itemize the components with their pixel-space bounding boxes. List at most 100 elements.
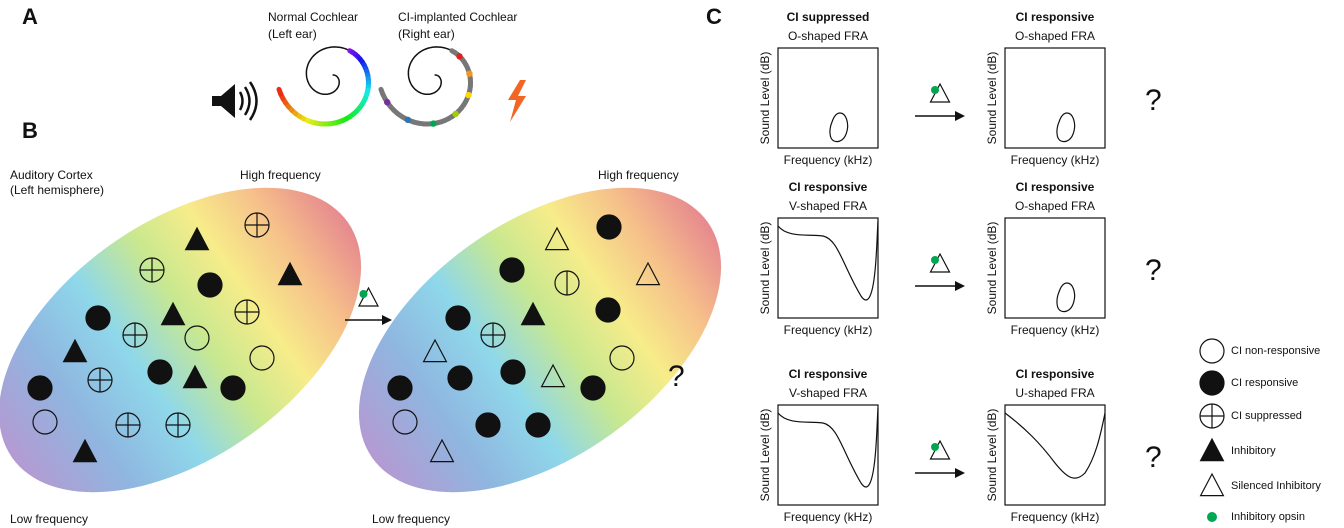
opsin-dot [360, 290, 368, 298]
panel-label: B [22, 118, 38, 143]
neuron-body [86, 306, 110, 330]
x-axis-label: Frequency (kHz) [784, 510, 873, 524]
neuron [221, 376, 245, 400]
legend-label: Inhibitory [1231, 445, 1276, 457]
opsin-dot [931, 443, 939, 451]
arrow-head [955, 281, 965, 291]
fra-curve [1057, 283, 1075, 312]
axis-label: High frequency [240, 168, 321, 182]
plot-frame [778, 218, 878, 318]
neuron [88, 368, 112, 392]
cortex-map [304, 126, 775, 528]
plot-title: CI responsive [1016, 10, 1095, 24]
region-title: Auditory Cortex [10, 168, 93, 182]
neuron-body [388, 376, 412, 400]
neuron-body [500, 258, 524, 282]
neuron [116, 413, 140, 437]
plot-subtitle: O-shaped FRA [1015, 29, 1095, 43]
figure: A B C Normal Cochlear (Left ear) CI-impl… [0, 0, 1344, 528]
plot-subtitle: O-shaped FRA [788, 29, 868, 43]
question-mark: ? [668, 360, 685, 393]
neuron-body [596, 298, 620, 322]
neuron [123, 323, 147, 347]
neuron [198, 273, 222, 297]
legend-label: Inhibitory opsin [1231, 511, 1305, 523]
arrow-head [955, 111, 965, 121]
neuron-body [446, 306, 470, 330]
plot-subtitle: V-shaped FRA [789, 386, 867, 400]
plot-frame [1005, 405, 1105, 505]
speaker-icon [212, 82, 257, 120]
panel-label: C [706, 4, 722, 29]
neuron-body [198, 273, 222, 297]
neuron [500, 258, 524, 282]
neuron-body [581, 376, 605, 400]
neuron [476, 413, 500, 437]
neuron [28, 376, 52, 400]
legend-label: CI non-responsive [1231, 345, 1320, 357]
plot-subtitle: V-shaped FRA [789, 199, 867, 213]
electrode [430, 120, 436, 126]
legend-label: CI responsive [1231, 377, 1298, 389]
legend-label: Silenced Inhibitory [1231, 480, 1321, 492]
fra-curve [778, 408, 878, 487]
opsin-dot [931, 86, 939, 94]
stimulation-icon [508, 80, 526, 122]
neuron-body [1200, 371, 1224, 395]
y-axis-label: Sound Level (dB) [758, 52, 772, 145]
y-axis-label: Sound Level (dB) [758, 409, 772, 502]
fra-curve [1005, 413, 1105, 478]
plot-frame [778, 405, 878, 505]
neuron [388, 376, 412, 400]
legend-icon [1207, 512, 1217, 522]
neuron-body [148, 360, 172, 384]
neuron-body [1201, 474, 1224, 496]
y-axis-label: Sound Level (dB) [985, 222, 999, 315]
legend-icon [1200, 371, 1224, 395]
arrow-head [382, 315, 392, 325]
neuron-body [1201, 439, 1224, 461]
electrode [465, 92, 471, 98]
legend-icon [1201, 439, 1224, 461]
neuron [235, 300, 259, 324]
electrode [456, 53, 462, 59]
panel-label: A [22, 4, 38, 29]
neuron [166, 413, 190, 437]
neuron-body [221, 376, 245, 400]
x-axis-label: Frequency (kHz) [1011, 510, 1100, 524]
arrow-head [955, 468, 965, 478]
axis-label: Low frequency [10, 512, 88, 526]
neuron-body [597, 215, 621, 239]
axis-label: Low frequency [372, 512, 450, 526]
neuron [581, 376, 605, 400]
cochlea-title: Normal Cochlear [268, 10, 358, 24]
neuron [446, 306, 470, 330]
y-axis-label: Sound Level (dB) [985, 52, 999, 145]
electrode [466, 70, 472, 76]
plot-frame [1005, 48, 1105, 148]
plot-title: CI responsive [1016, 180, 1095, 194]
question-mark: ? [1145, 254, 1162, 287]
neuron [501, 360, 525, 384]
x-axis-label: Frequency (kHz) [1011, 153, 1100, 167]
neuron [148, 360, 172, 384]
cochlea-title: CI-implanted Cochlear [398, 10, 517, 24]
neuron [481, 323, 505, 347]
neuron-body [476, 413, 500, 437]
legend-icon [1200, 339, 1224, 363]
question-mark: ? [1145, 441, 1162, 474]
axis-label: High frequency [598, 168, 679, 182]
x-axis-label: Frequency (kHz) [784, 323, 873, 337]
y-axis-label: Sound Level (dB) [758, 222, 772, 315]
cochlea-subtitle: (Left ear) [268, 27, 317, 41]
neuron-body [526, 413, 550, 437]
y-axis-label: Sound Level (dB) [985, 409, 999, 502]
neuron-body [1200, 339, 1224, 363]
fra-curve [1057, 113, 1075, 142]
opsin-dot [931, 256, 939, 264]
legend-icon [1201, 474, 1224, 496]
neuron-body [501, 360, 525, 384]
neuron [597, 215, 621, 239]
region-subtitle: (Left hemisphere) [10, 183, 104, 197]
plot-title: CI suppressed [787, 10, 870, 24]
